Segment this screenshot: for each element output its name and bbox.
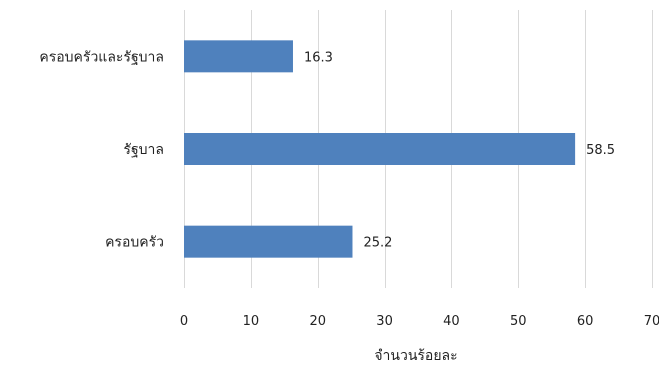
x-tick-label: 30	[376, 314, 393, 329]
data-label: 16.3	[304, 50, 333, 65]
bar	[184, 40, 293, 73]
category-label: ครอบครัว	[105, 235, 164, 251]
x-tick-label: 40	[443, 314, 460, 329]
bar	[184, 225, 353, 258]
category-label: รัฐบาล	[123, 142, 164, 158]
bar	[184, 133, 576, 165]
x-tick-label: 50	[510, 314, 527, 329]
data-label: 25.2	[363, 236, 392, 251]
x-tick-label: 60	[577, 314, 594, 329]
x-tick-label: 70	[644, 314, 659, 329]
x-tick-label: 0	[180, 314, 188, 329]
x-tick-labels: 0 10 20 30 40 50 60 70	[180, 314, 659, 329]
data-label: 58.5	[586, 143, 615, 158]
x-tick-label: 10	[243, 314, 260, 329]
bars	[184, 40, 576, 258]
x-tick-label: 20	[309, 314, 326, 329]
x-axis-title: จำนวนร้อยละ	[374, 348, 457, 364]
data-labels: 16.3 58.5 25.2	[304, 50, 615, 250]
category-label: ครอบครัวและรัฐบาล	[39, 49, 164, 65]
